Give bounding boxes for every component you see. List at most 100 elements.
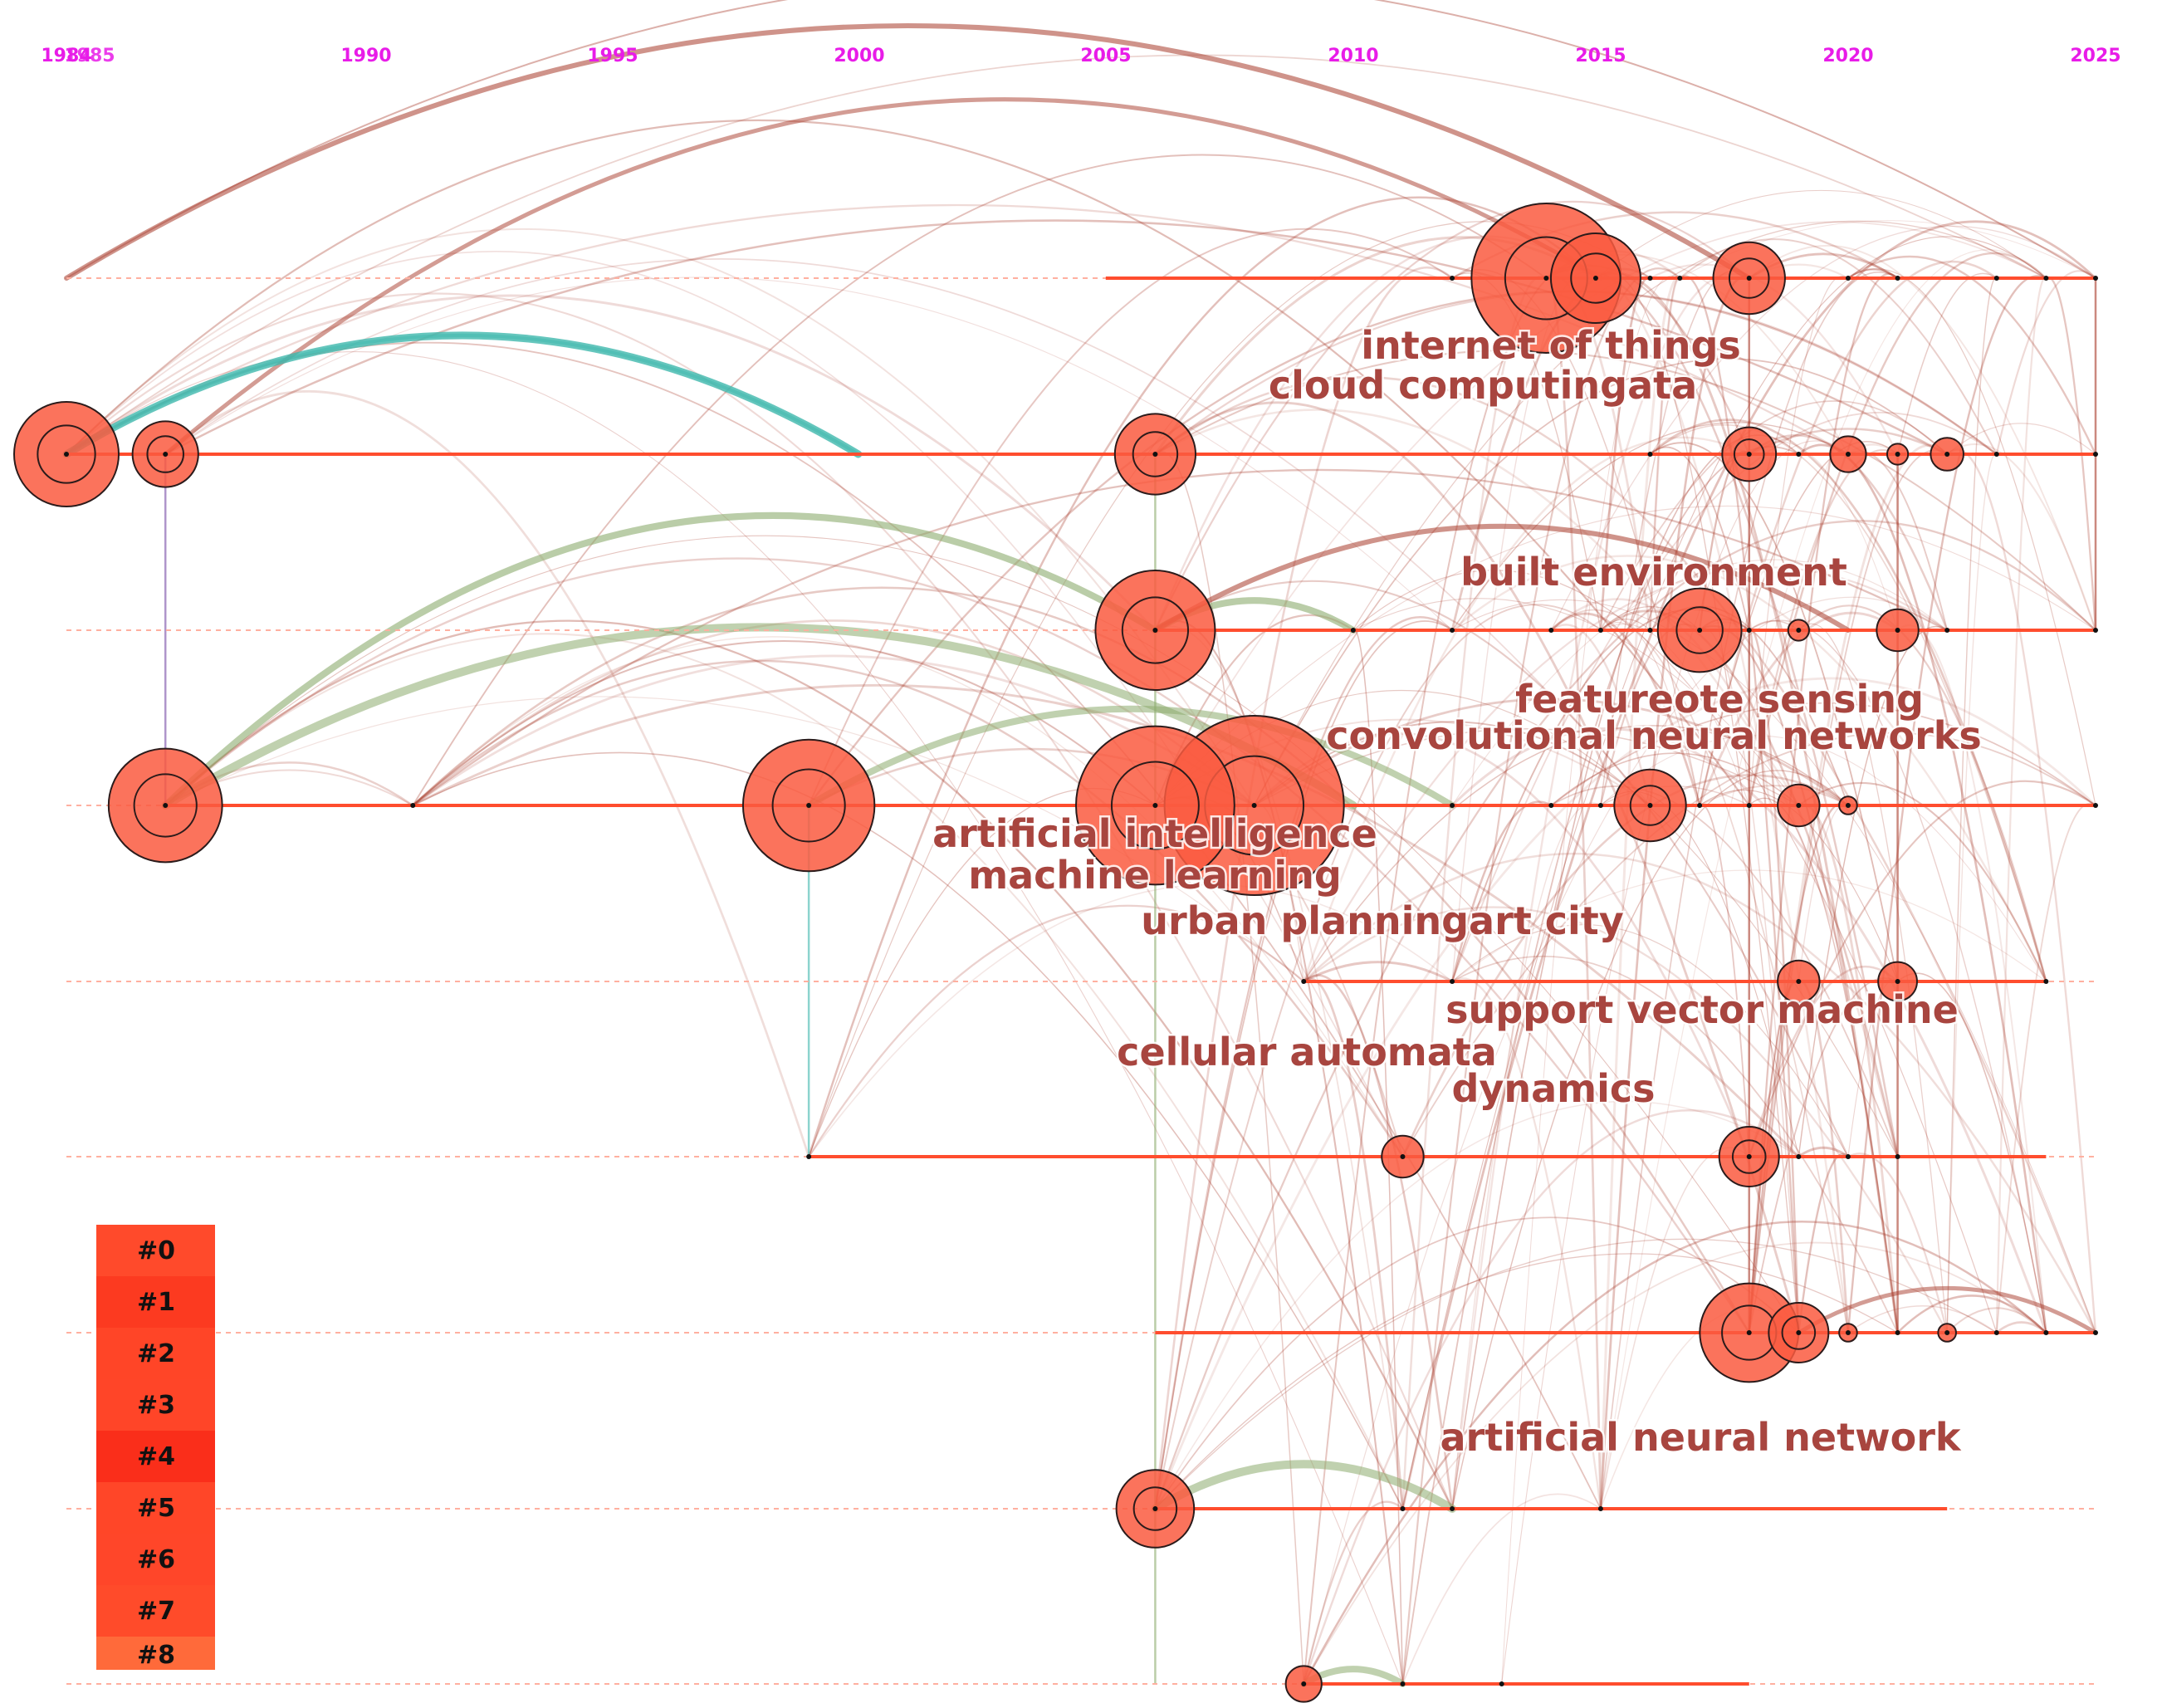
citation-arc [164,277,1453,631]
year-label-2000: 2000 [834,46,884,66]
citation-arc [1749,276,1849,806]
year-label-1985: 1985 [64,46,115,66]
citation-arc [66,228,1255,806]
citation-arc [1847,275,2047,1334]
citation-arc [1649,418,2047,982]
citation-arc [1600,622,1700,806]
citation-arc [1649,277,1681,631]
legend-label-6: #6 [137,1545,175,1574]
citation-arc [1995,270,2096,455]
legend-label-3: #3 [137,1391,175,1420]
node-dot [1845,1330,1851,1335]
citation-arc [1946,277,1998,1334]
node-dot [1796,1154,1802,1159]
citation-arc [1748,449,1899,806]
citation-arc [1451,422,1849,631]
cluster-nodes [13,203,2098,1703]
citation-arc [412,683,1800,1158]
citation-arc [1748,965,1899,1157]
citation-arc [1946,448,2097,1334]
citation-arc [1155,505,2096,806]
legend-swatch-7 [96,1585,215,1637]
node-dot [1796,979,1802,984]
citation-arc [1550,612,1701,806]
citation-arc [1154,1253,1898,1510]
citation-arc [808,883,1453,1157]
node-dot [1796,628,1802,633]
node-dot [1543,276,1549,281]
year-label-2010: 2010 [1328,46,1378,66]
citation-arc [1699,785,1849,806]
node-dot [1697,803,1703,808]
node-ring [1728,257,1770,299]
node-dot [1647,803,1653,808]
citation-arc-strong [163,97,1603,457]
node-dot [2093,803,2098,808]
node-dot [1845,276,1851,281]
citation-arc [1451,955,1899,1334]
node-dot [163,452,169,457]
citation-arc [66,251,1404,1157]
citation-arc [1798,623,1948,1334]
citation-arc [1649,442,1899,982]
node-dot [1993,1330,1999,1335]
citation-arc [1303,436,1750,982]
citation-arc [1303,906,1949,1334]
citation-arc [1154,1100,1799,1510]
citation-arc [1451,923,1849,1157]
citation-arc [66,294,1157,632]
citation-arc [1154,677,2096,1510]
citation-arc [1154,267,1453,1510]
node-dot [1895,452,1900,457]
node-dot [1499,1681,1504,1686]
node-dot [1796,1330,1802,1335]
year-label-1984: 1984 [41,46,91,66]
year-label-1995: 1995 [587,46,638,66]
citation-arc [808,228,1453,806]
node-dot [1746,1154,1752,1159]
citation-arc [1600,619,1651,631]
node-dot [1944,1330,1950,1335]
node-dot [1450,1506,1455,1511]
citation-arc [412,751,1404,1510]
citation-arc [1748,628,1800,1334]
node-dot [1895,276,1900,281]
citation-arc [1748,272,1899,1334]
citation-arc [1303,1221,2047,1685]
citation-arc [66,54,2047,455]
citation-arc [1699,440,1899,806]
label-machine-learning: machine learning [968,853,1342,898]
citation-arc [1798,1146,1849,1158]
citation-arc [1154,200,1750,631]
node-dot [1746,452,1752,457]
node-dot [64,452,69,457]
citation-arc-strong [65,334,860,456]
citation-arc [1699,804,1750,1157]
citation-arc [1748,802,1849,1334]
cluster-legend: #0 #1 #2 #3 #4 #5 #6 #7 #8 [96,1225,215,1670]
label-artificial-intelligence: artificial intelligence [932,811,1377,856]
node-dot [1944,628,1950,633]
citation-arc [1698,260,1998,806]
citation-arc [1946,423,2096,455]
citation-arc [1352,629,1404,1685]
node-dot [1993,276,1999,281]
citation-arc [1303,566,1948,982]
citation-arc [1995,1321,2047,1334]
citation-arc [1798,1153,1849,1334]
node-ring [1132,431,1179,477]
citation-arc [1595,189,2047,279]
node-dot [1845,452,1851,457]
node-ring [1675,606,1724,654]
citation-arc [412,586,1750,1334]
node-ring [1629,785,1671,826]
citation-arc [1352,598,1799,806]
citation-arc [1550,785,1899,1157]
citation-arc [1501,275,1680,1685]
node-dot [1152,628,1158,633]
citation-arc [1401,1493,1602,1685]
citation-arc [1599,277,1681,1510]
node-dot [1152,1506,1158,1511]
citation-arc [1649,446,1750,631]
node-dot [806,1154,812,1159]
